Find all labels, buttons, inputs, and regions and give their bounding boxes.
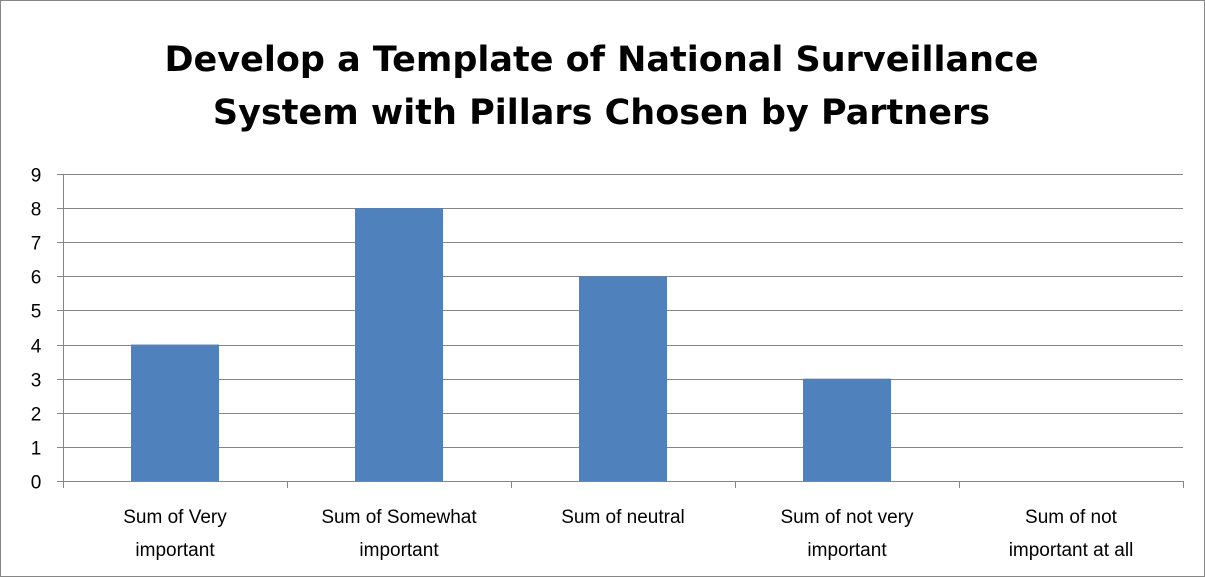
y-tick-label: 5 [31, 302, 42, 323]
x-category-label: Sum of not [1025, 507, 1118, 528]
bar-3 [803, 378, 891, 481]
x-category-label: important [807, 540, 887, 561]
x-category-label: important at all [1009, 540, 1134, 561]
x-category-label: important [359, 540, 439, 561]
chart-title-line-1: Develop a Template of National Surveilla… [164, 40, 1039, 80]
x-category-label: Sum of not very [780, 507, 914, 528]
chart-title-line-2: System with Pillars Chosen by Partners [212, 93, 991, 133]
y-tick-label: 9 [31, 166, 42, 187]
x-category-label: Sum of Somewhat [321, 507, 477, 528]
y-tick-label: 0 [31, 473, 42, 494]
y-tick-label: 6 [31, 268, 42, 289]
y-tick-label: 1 [31, 439, 42, 460]
bar-2 [579, 276, 667, 481]
chart-title: Develop a Template of National Surveilla… [0, 34, 1203, 140]
y-tick-label: 3 [31, 371, 42, 392]
y-tick-label: 7 [31, 234, 42, 255]
bar-0 [131, 344, 219, 481]
x-category-label: Sum of Very [123, 507, 227, 528]
bar-1 [355, 208, 443, 481]
x-category-label: important [135, 540, 215, 561]
y-tick-label: 4 [31, 337, 42, 358]
x-category-label: Sum of neutral [561, 507, 685, 528]
y-tick-label: 8 [31, 200, 42, 221]
y-tick-label: 2 [31, 405, 42, 426]
